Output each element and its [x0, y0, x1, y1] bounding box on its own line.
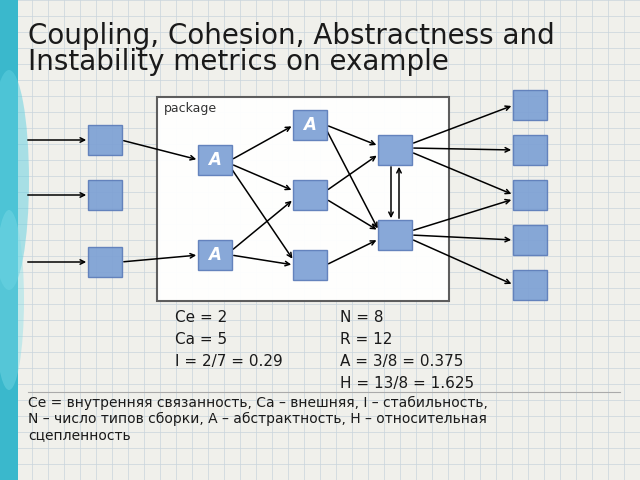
Text: Ce = 2: Ce = 2 — [175, 310, 227, 325]
FancyBboxPatch shape — [88, 125, 122, 155]
FancyBboxPatch shape — [293, 110, 327, 140]
FancyBboxPatch shape — [293, 250, 327, 280]
Text: I = 2/7 = 0.29: I = 2/7 = 0.29 — [175, 354, 283, 369]
Text: N – число типов сборки, A – абстрактность, H – относительная: N – число типов сборки, A – абстрактност… — [28, 412, 487, 426]
Text: N = 8: N = 8 — [340, 310, 383, 325]
Ellipse shape — [0, 210, 24, 390]
Text: package: package — [164, 102, 217, 115]
FancyBboxPatch shape — [88, 180, 122, 210]
Text: A = 3/8 = 0.375: A = 3/8 = 0.375 — [340, 354, 463, 369]
FancyBboxPatch shape — [513, 90, 547, 120]
Text: Ce = внутренняя связанность, Ca – внешняя, I – стабильность,: Ce = внутренняя связанность, Ca – внешня… — [28, 396, 488, 410]
FancyBboxPatch shape — [378, 135, 412, 165]
FancyBboxPatch shape — [293, 180, 327, 210]
Text: A: A — [209, 151, 221, 169]
Text: A: A — [209, 246, 221, 264]
Text: R = 12: R = 12 — [340, 332, 392, 347]
Text: сцепленность: сцепленность — [28, 428, 131, 442]
FancyBboxPatch shape — [88, 247, 122, 277]
FancyBboxPatch shape — [157, 97, 449, 301]
Text: H = 13/8 = 1.625: H = 13/8 = 1.625 — [340, 376, 474, 391]
FancyBboxPatch shape — [513, 225, 547, 255]
FancyBboxPatch shape — [513, 135, 547, 165]
FancyBboxPatch shape — [513, 270, 547, 300]
Text: A: A — [303, 116, 316, 134]
Text: Coupling, Cohesion, Abstractness and: Coupling, Cohesion, Abstractness and — [28, 22, 555, 50]
FancyBboxPatch shape — [378, 220, 412, 250]
Bar — [0, 0, 18, 480]
Ellipse shape — [0, 70, 29, 290]
Text: Ca = 5: Ca = 5 — [175, 332, 227, 347]
FancyBboxPatch shape — [198, 240, 232, 270]
FancyBboxPatch shape — [513, 180, 547, 210]
FancyBboxPatch shape — [198, 145, 232, 175]
Text: Instability metrics on example: Instability metrics on example — [28, 48, 449, 76]
